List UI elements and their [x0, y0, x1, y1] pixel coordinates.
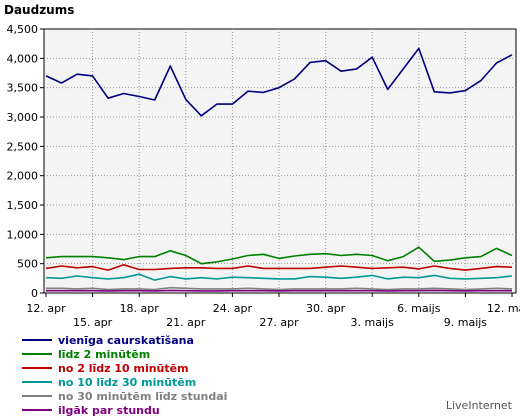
x-tick-label: 24. apr: [213, 302, 253, 315]
series-line: [46, 289, 512, 292]
brand-label: LiveInternet: [445, 399, 512, 412]
y-tick-label: 3,500: [7, 82, 39, 95]
series-line: [45, 273, 513, 281]
legend-item: līdz 2 minūtēm: [22, 347, 227, 361]
legend-label: ilgāk par stundu: [58, 403, 160, 417]
x-tick-label: 12. apr: [26, 302, 66, 315]
grid: [44, 29, 516, 293]
chart-title: Daudzums: [4, 3, 74, 17]
legend-swatch: [22, 409, 52, 411]
y-tick-label: 4,500: [7, 23, 39, 36]
y-tick-label: 4,000: [7, 52, 39, 65]
series-line: [45, 246, 513, 265]
legend-swatch: [22, 395, 52, 397]
legend-swatch: [22, 367, 52, 369]
legend-label: no 30 minūtēm līdz stundai: [58, 389, 228, 403]
legend-swatch: [22, 381, 52, 383]
y-tick-label: 2,500: [7, 140, 39, 153]
chart: Daudzums 0 500 1,000 1,500 2,000 2,500 3,000 3,…: [4, 3, 520, 329]
x-tick-label: 30. apr: [306, 302, 346, 315]
x-tick-label: 18. apr: [120, 302, 160, 315]
y-tick-label: 3,000: [7, 111, 39, 124]
y-tick-label: 0: [31, 287, 38, 300]
y-tick-label: 2,000: [7, 170, 39, 183]
x-tick-label: 21. apr: [166, 316, 206, 329]
series-lines: [45, 47, 513, 292]
legend-label: līdz 2 minūtēm: [58, 347, 151, 361]
legend-label: vienīga caurskatīšana: [58, 333, 194, 347]
x-tick-label: 9. maijs: [444, 316, 488, 329]
y-tick-label: 1,500: [7, 199, 39, 212]
series-line: [46, 286, 513, 291]
legend: vienīga caurskatīšana līdz 2 minūtēm no 2 …: [22, 333, 227, 417]
x-axis: 12. apr 15. apr 18. apr 21. apr 24. apr 27. a…: [26, 293, 520, 329]
y-tick-label: 1,000: [7, 228, 39, 241]
legend-item: no 30 minūtēm līdz stundai: [22, 389, 227, 403]
plot-area: [43, 28, 517, 294]
x-tick-label: 27. apr: [259, 316, 299, 329]
x-tick-label: 12. maijs: [487, 302, 520, 315]
legend-swatch: [22, 353, 52, 355]
x-tick-label: 3. maijs: [351, 316, 395, 329]
legend-item: vienīga caurskatīšana: [22, 333, 227, 347]
series-line: [45, 263, 513, 271]
legend-label: no 10 līdz 30 minūtēm: [58, 375, 197, 389]
legend-item: no 2 līdz 10 minūtēm: [22, 361, 227, 375]
y-axis: 0 500 1,000 1,500 2,000 2,500 3,000 3,500 4,000 4…: [7, 23, 44, 300]
legend-label: no 2 līdz 10 minūtēm: [58, 361, 189, 375]
legend-item: no 10 līdz 30 minūtēm: [22, 375, 227, 389]
legend-swatch: [22, 339, 52, 341]
x-tick-label: 15. apr: [73, 316, 113, 329]
series-line: [45, 47, 513, 117]
x-tick-label: 6. maijs: [397, 302, 441, 315]
legend-item: ilgāk par stundu: [22, 403, 227, 417]
y-tick-label: 500: [17, 258, 38, 271]
